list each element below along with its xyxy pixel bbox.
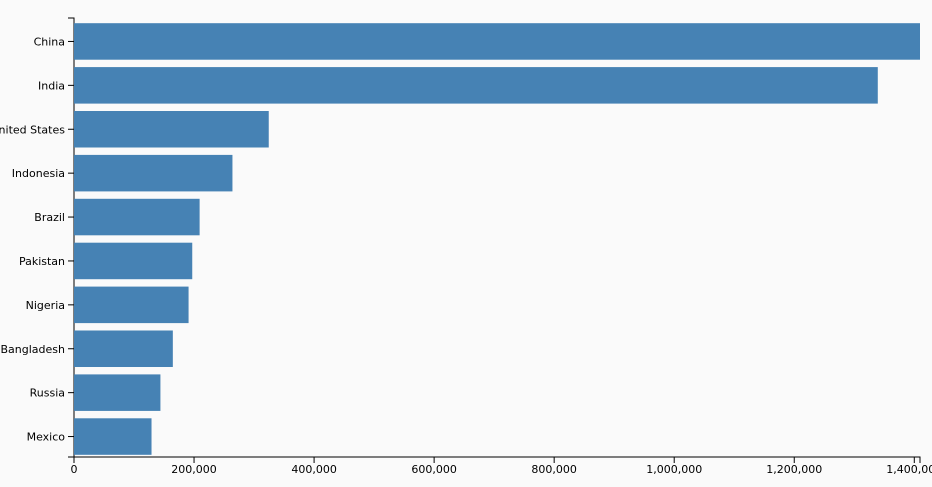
x-tick-label: 0 (71, 463, 78, 476)
y-tick-label: China (34, 35, 65, 48)
bar (74, 67, 878, 104)
y-tick-label: Bangladesh (1, 343, 66, 356)
y-tick-label: Nigeria (26, 299, 65, 312)
bar (74, 330, 173, 368)
bar (74, 23, 920, 60)
y-tick-label: United States (0, 123, 65, 136)
x-tick-label: 400,000 (291, 463, 337, 476)
y-tick-label: India (38, 79, 65, 92)
x-tick-label: 200,000 (171, 463, 217, 476)
y-axis (68, 17, 75, 458)
x-tick-label: 1,000,000 (646, 463, 702, 476)
bar (74, 374, 161, 411)
bar (74, 286, 189, 324)
bar (74, 242, 193, 280)
y-tick-label: Mexico (27, 431, 66, 444)
bar (74, 154, 233, 192)
y-tick-label: Brazil (34, 211, 65, 224)
x-tick-label: 1,400,000 (886, 463, 932, 476)
bar (74, 198, 200, 236)
y-tick-label: Indonesia (12, 167, 65, 180)
y-tick-label: Pakistan (19, 255, 65, 268)
x-tick-label: 600,000 (411, 463, 457, 476)
bar (74, 418, 152, 455)
x-tick-label: 800,000 (531, 463, 577, 476)
bar (74, 110, 269, 148)
y-tick-label: Russia (30, 387, 65, 400)
x-tick-label: 1,200,000 (766, 463, 822, 476)
